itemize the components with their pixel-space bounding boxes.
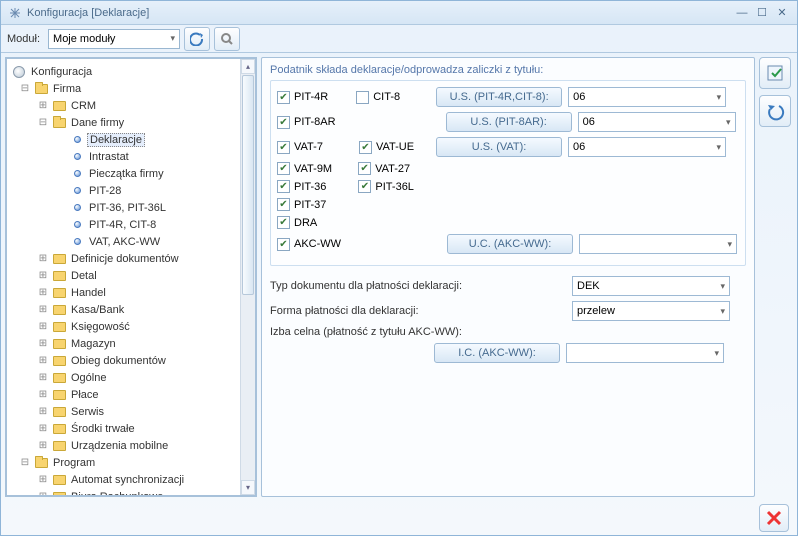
close-button[interactable] xyxy=(759,504,789,532)
module-combo[interactable]: Moje moduły ▾ xyxy=(48,29,180,49)
chevron-down-icon: ▾ xyxy=(708,348,719,359)
typ-dok-label: Typ dokumentu dla płatności deklaracji: xyxy=(270,280,566,292)
tree-automat[interactable]: ⊞Automat synchronizacji xyxy=(9,471,253,488)
btn-us-pit[interactable]: U.S. (PIT-4R,CIT-8): xyxy=(436,87,562,107)
chk-pit37[interactable]: PIT-37 xyxy=(277,198,326,211)
maximize-button[interactable]: ☐ xyxy=(753,5,771,21)
tree-root[interactable]: Konfiguracja xyxy=(9,63,253,80)
tree-detal[interactable]: ⊞Detal xyxy=(9,267,253,284)
declarations-form: Podatnik składa deklaracje/odprowadza za… xyxy=(261,57,755,497)
chk-vatue[interactable]: VAT-UE xyxy=(359,141,414,154)
tree-scrollbar[interactable]: ▴ ▾ xyxy=(240,59,255,495)
sel-typ-dok[interactable]: DEK▾ xyxy=(572,276,730,296)
module-label: Moduł: xyxy=(7,33,40,45)
tree-magazyn[interactable]: ⊞Magazyn xyxy=(9,335,253,352)
tree-program[interactable]: ⊟Program xyxy=(9,454,253,471)
chk-cit8[interactable]: CIT-8 xyxy=(356,91,400,104)
sel-ic-akcww[interactable]: ▾ xyxy=(566,343,724,363)
sel-forma[interactable]: przelew▾ xyxy=(572,301,730,321)
save-button[interactable] xyxy=(759,57,791,89)
chk-vat27[interactable]: VAT-27 xyxy=(358,162,410,175)
scroll-thumb[interactable] xyxy=(242,75,254,295)
chevron-down-icon: ▾ xyxy=(171,33,176,44)
chk-pit4r[interactable]: PIT-4R xyxy=(277,91,328,104)
tree-dane-firmy[interactable]: ⊟Dane firmy xyxy=(9,114,253,131)
chevron-down-icon: ▾ xyxy=(720,117,731,128)
tree-intrastat[interactable]: Intrastat xyxy=(9,148,253,165)
chevron-down-icon: ▾ xyxy=(711,92,722,103)
tree-ogolne[interactable]: ⊞Ogólne xyxy=(9,369,253,386)
tree-pit28[interactable]: PIT-28 xyxy=(9,182,253,199)
btn-us-pit8ar[interactable]: U.S. (PIT-8AR): xyxy=(446,112,572,132)
chk-pit36l[interactable]: PIT-36L xyxy=(358,180,414,193)
form-header: Podatnik składa deklaracje/odprowadza za… xyxy=(270,64,746,76)
chk-vat7[interactable]: VAT-7 xyxy=(277,141,323,154)
app-icon xyxy=(7,5,23,21)
sel-us-pit8ar[interactable]: 06▾ xyxy=(578,112,736,132)
tree-obieg[interactable]: ⊞Obieg dokumentów xyxy=(9,352,253,369)
chk-dra[interactable]: DRA xyxy=(277,216,317,229)
btn-uc-akcww[interactable]: U.C. (AKC-WW): xyxy=(447,234,573,254)
chevron-down-icon: ▾ xyxy=(714,281,725,292)
chk-akcww[interactable]: AKC-WW xyxy=(277,238,341,251)
undo-button[interactable] xyxy=(759,95,791,127)
tree-urz-mob[interactable]: ⊞Urządzenia mobilne xyxy=(9,437,253,454)
tree-pit4rcit8[interactable]: PIT-4R, CIT-8 xyxy=(9,216,253,233)
module-toolbar: Moduł: Moje moduły ▾ xyxy=(1,25,797,53)
config-tree: Konfiguracja ⊟Firma ⊞CRM ⊟Dane firmy Dek… xyxy=(5,57,257,497)
chevron-down-icon: ▾ xyxy=(711,142,722,153)
chevron-down-icon: ▾ xyxy=(714,306,725,317)
forma-label: Forma płatności dla deklaracji: xyxy=(270,305,566,317)
sel-us-vat[interactable]: 06▾ xyxy=(568,137,726,157)
tree-crm[interactable]: ⊞CRM xyxy=(9,97,253,114)
titlebar: Konfiguracja [Deklaracje] — ☐ ✕ xyxy=(1,1,797,25)
btn-us-vat[interactable]: U.S. (VAT): xyxy=(436,137,562,157)
tree-pit3636l[interactable]: PIT-36, PIT-36L xyxy=(9,199,253,216)
tree-ksiegowosc[interactable]: ⊞Księgowość xyxy=(9,318,253,335)
chk-pit8ar[interactable]: PIT-8AR xyxy=(277,116,336,129)
chk-pit36[interactable]: PIT-36 xyxy=(277,180,326,193)
chevron-down-icon: ▾ xyxy=(722,239,733,250)
tree-deklaracje[interactable]: Deklaracje xyxy=(9,131,253,148)
chk-vat9m[interactable]: VAT-9M xyxy=(277,162,332,175)
izba-label: Izba celna (płatność z tytułu AKC-WW): xyxy=(270,326,462,338)
sel-uc-akcww[interactable]: ▾ xyxy=(579,234,737,254)
window-title: Konfiguracja [Deklaracje] xyxy=(27,7,731,19)
scroll-down-icon[interactable]: ▾ xyxy=(241,480,255,495)
scroll-up-icon[interactable]: ▴ xyxy=(241,59,255,74)
tree-biuro[interactable]: ⊞Biuro Rachunkowe xyxy=(9,488,253,495)
tree-serwis[interactable]: ⊞Serwis xyxy=(9,403,253,420)
tree-handel[interactable]: ⊞Handel xyxy=(9,284,253,301)
tree-firma[interactable]: ⊟Firma xyxy=(9,80,253,97)
tree-srodki[interactable]: ⊞Środki trwałe xyxy=(9,420,253,437)
back-button[interactable] xyxy=(184,27,210,51)
tree-place[interactable]: ⊞Płace xyxy=(9,386,253,403)
module-combo-value: Moje moduły xyxy=(53,33,115,45)
search-button[interactable] xyxy=(214,27,240,51)
close-window-button[interactable]: ✕ xyxy=(773,5,791,21)
tree-kasabank[interactable]: ⊞Kasa/Bank xyxy=(9,301,253,318)
minimize-button[interactable]: — xyxy=(733,5,751,21)
tree-vatakcww[interactable]: VAT, AKC-WW xyxy=(9,233,253,250)
tree-def-dok[interactable]: ⊞Definicje dokumentów xyxy=(9,250,253,267)
tree-pieczatka[interactable]: Pieczątka firmy xyxy=(9,165,253,182)
sel-us-pit[interactable]: 06▾ xyxy=(568,87,726,107)
btn-ic-akcww[interactable]: I.C. (AKC-WW): xyxy=(434,343,560,363)
